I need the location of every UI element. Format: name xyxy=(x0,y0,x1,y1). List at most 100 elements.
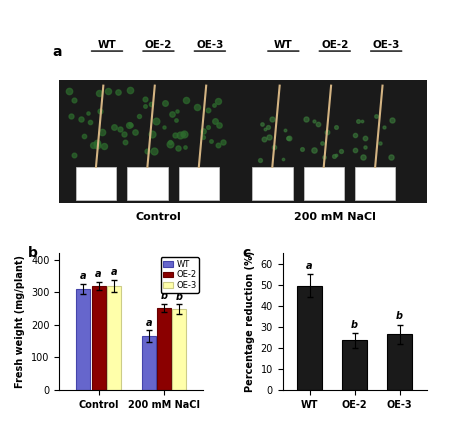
Point xyxy=(258,149,265,156)
Point xyxy=(82,145,89,152)
Bar xyxy=(172,309,186,390)
Text: WT: WT xyxy=(274,39,293,49)
Bar xyxy=(157,308,171,390)
Point xyxy=(89,138,97,145)
Point xyxy=(390,135,398,142)
Point xyxy=(119,111,127,118)
Text: OE-2: OE-2 xyxy=(321,39,348,49)
FancyBboxPatch shape xyxy=(59,80,427,203)
Text: a: a xyxy=(306,261,313,271)
Text: a: a xyxy=(52,45,62,59)
Point xyxy=(189,131,196,138)
Point xyxy=(261,123,269,130)
Bar xyxy=(387,334,412,390)
Point xyxy=(68,150,76,157)
Point xyxy=(182,121,190,128)
Point xyxy=(378,150,386,157)
Point xyxy=(306,134,314,141)
Bar xyxy=(342,340,367,390)
Point xyxy=(64,103,71,110)
Text: WT: WT xyxy=(98,39,117,49)
Text: a: a xyxy=(110,267,117,277)
Point xyxy=(118,148,126,155)
Point xyxy=(179,91,186,98)
Point xyxy=(329,151,337,158)
Text: b: b xyxy=(176,292,183,302)
Point xyxy=(170,125,178,132)
Point xyxy=(173,134,180,141)
Point xyxy=(127,125,134,132)
Point xyxy=(136,148,144,155)
Point xyxy=(370,138,378,145)
Text: c: c xyxy=(242,246,250,260)
Point xyxy=(309,138,317,145)
Point xyxy=(352,154,360,161)
Point xyxy=(262,121,270,128)
Bar xyxy=(76,289,90,390)
Point xyxy=(360,120,368,127)
Point xyxy=(250,114,257,121)
Text: b: b xyxy=(27,246,37,260)
Point xyxy=(150,138,157,145)
Text: b: b xyxy=(396,311,403,321)
Point xyxy=(370,114,378,121)
Y-axis label: Fresh weight (mg/plant): Fresh weight (mg/plant) xyxy=(16,255,26,388)
Point xyxy=(78,113,85,120)
Point xyxy=(288,115,296,122)
Point xyxy=(119,121,127,128)
Point xyxy=(202,101,210,108)
Bar xyxy=(91,286,106,390)
Text: OE-3: OE-3 xyxy=(373,39,400,49)
Point xyxy=(327,117,335,124)
Point xyxy=(120,88,128,95)
Point xyxy=(212,129,219,136)
Bar xyxy=(107,286,121,390)
Point xyxy=(178,137,185,144)
Point xyxy=(83,92,91,99)
Point xyxy=(82,116,90,123)
Point xyxy=(362,119,370,126)
Point xyxy=(117,93,125,100)
Point xyxy=(90,116,98,123)
Point xyxy=(317,125,324,132)
Point xyxy=(115,150,123,157)
Point xyxy=(325,124,332,131)
Point xyxy=(264,128,272,135)
Point xyxy=(94,111,101,118)
Point xyxy=(154,128,162,135)
Point xyxy=(205,148,212,155)
Point xyxy=(260,143,268,150)
Point xyxy=(115,122,123,129)
Point xyxy=(179,139,186,146)
Point xyxy=(255,114,263,121)
Point xyxy=(183,153,191,160)
Point xyxy=(152,131,159,138)
Point xyxy=(72,113,79,120)
Point xyxy=(72,148,79,155)
Text: b: b xyxy=(351,320,358,330)
Point xyxy=(355,145,363,152)
FancyBboxPatch shape xyxy=(179,167,219,200)
Point xyxy=(315,133,323,140)
Point xyxy=(174,124,182,131)
Point xyxy=(288,149,296,156)
Point xyxy=(116,150,124,157)
Point xyxy=(118,107,126,114)
Point xyxy=(268,120,276,127)
Point xyxy=(329,149,337,156)
Text: Control: Control xyxy=(136,212,182,222)
Point xyxy=(152,125,159,132)
Text: b: b xyxy=(161,291,167,301)
Point xyxy=(197,125,204,132)
Point xyxy=(172,99,179,106)
Point xyxy=(172,97,179,104)
Point xyxy=(154,99,161,106)
Text: OE-3: OE-3 xyxy=(196,39,224,49)
FancyBboxPatch shape xyxy=(76,167,116,200)
Point xyxy=(127,98,135,105)
Point xyxy=(188,148,195,155)
Point xyxy=(385,154,393,161)
Point xyxy=(86,154,93,161)
Point xyxy=(85,133,92,140)
Point xyxy=(138,128,146,135)
